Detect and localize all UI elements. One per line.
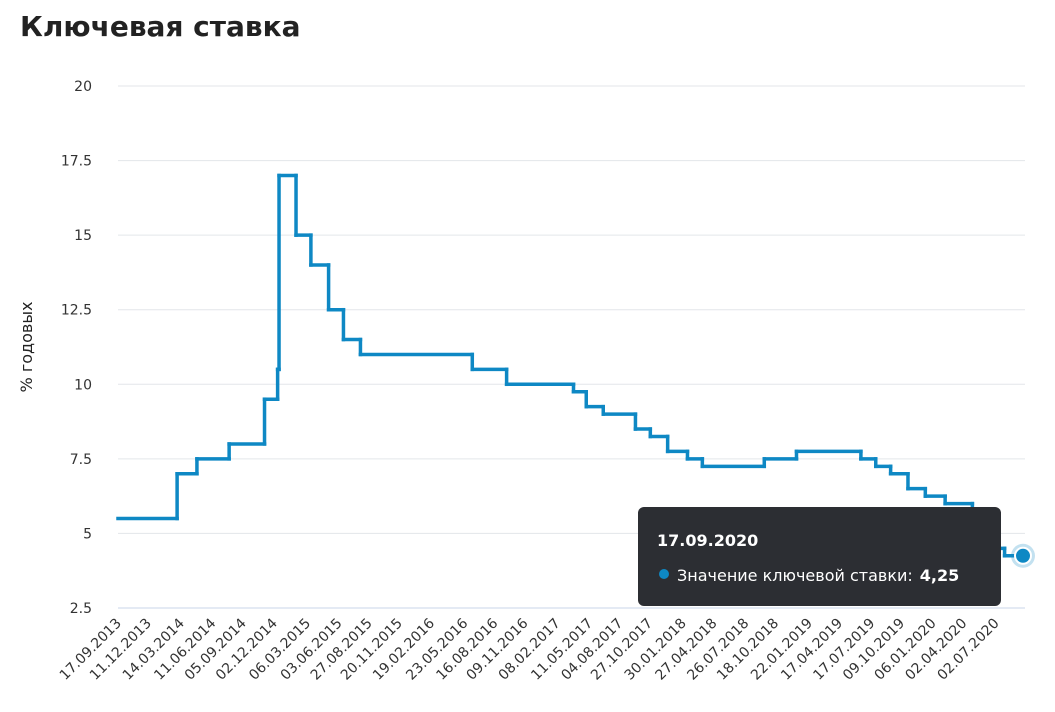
tooltip-date: 17.09.2020 [657, 531, 758, 550]
y-tick-label: 5 [83, 526, 92, 542]
tooltip-value: 4,25 [920, 566, 959, 585]
chart-title: Ключевая ставка [20, 10, 301, 43]
y-tick-label: 10 [74, 377, 92, 393]
y-tick-label: 17.5 [61, 154, 92, 170]
point [1014, 546, 1032, 565]
tooltip-label: Значение ключевой ставки: [677, 566, 913, 585]
tooltip-dot [659, 569, 669, 579]
y-axis-title: % годовых [17, 302, 36, 393]
tooltip-box [638, 507, 1001, 606]
y-tick-label: 12.5 [61, 303, 92, 319]
tooltip: 17.09.2020 Значение ключевой ставки: 4,25 [638, 507, 1001, 606]
y-tick-label: 20 [74, 79, 92, 95]
y-tick-label: 7.5 [70, 452, 92, 468]
y-tick-label: 2.5 [70, 601, 92, 617]
y-tick-label: 15 [74, 228, 92, 244]
